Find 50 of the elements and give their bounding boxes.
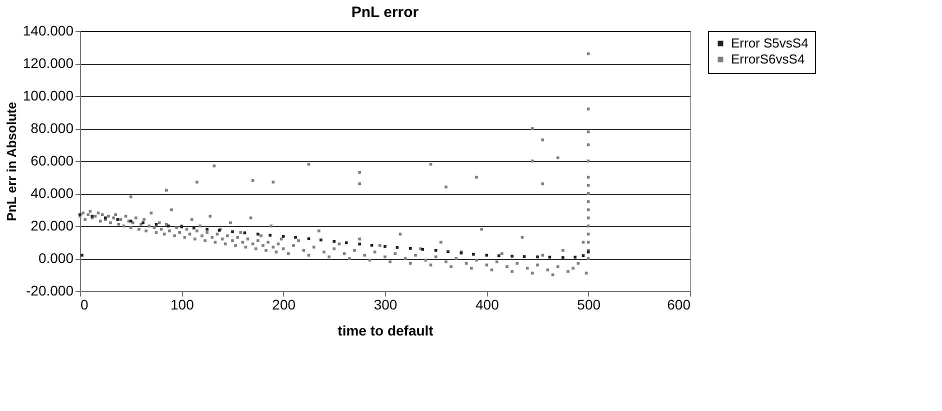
point	[256, 232, 260, 236]
point	[294, 236, 297, 239]
point	[510, 254, 514, 258]
point	[332, 240, 336, 243]
point	[472, 252, 475, 256]
point	[80, 254, 84, 257]
x-tick-label: 100	[170, 296, 194, 312]
y-tick-label: 120.000	[22, 55, 74, 71]
point	[536, 255, 539, 258]
point	[582, 254, 585, 257]
point	[396, 246, 399, 249]
point	[384, 245, 386, 248]
point	[434, 248, 438, 252]
x-tick-label: 0	[80, 296, 88, 312]
point	[522, 255, 526, 258]
point	[206, 228, 208, 231]
y-tick-label: 100.000	[22, 88, 74, 104]
chart-title: PnL error	[351, 4, 419, 21]
point	[446, 250, 450, 254]
x-tick-label: 500	[577, 296, 601, 312]
point	[192, 226, 196, 230]
point	[116, 218, 120, 221]
y-tick-label: 60.000	[30, 152, 74, 168]
x-tick-label: 400	[475, 296, 500, 312]
point	[154, 222, 158, 226]
legend-label: ErrorS6vsS4	[731, 52, 805, 66]
point	[268, 234, 272, 237]
point	[497, 254, 500, 258]
y-tick-label: 40.000	[30, 185, 74, 201]
point	[574, 256, 577, 259]
point	[421, 248, 424, 251]
y-axis-title: PnL err in Absolute	[4, 102, 19, 222]
point	[344, 241, 348, 244]
x-tick-label: 200	[272, 296, 296, 312]
y-tick-label: 80.000	[30, 120, 74, 136]
point	[282, 234, 285, 238]
x-tick-label: 300	[374, 296, 398, 312]
point	[231, 230, 234, 234]
x-axis-title: time to default	[338, 322, 434, 338]
point	[320, 238, 322, 242]
y-tick-label: 0.000	[38, 250, 74, 266]
x-tick-label: 600	[667, 296, 691, 312]
point	[370, 244, 374, 247]
y-tick-label: 20.000	[30, 218, 74, 234]
point	[409, 247, 412, 250]
y-tick-label: 140.000	[22, 22, 74, 38]
legend-label: Error S5vsS4	[731, 36, 808, 50]
point	[562, 256, 564, 259]
y-tick-label: -20.000	[26, 282, 74, 298]
point	[358, 242, 361, 246]
